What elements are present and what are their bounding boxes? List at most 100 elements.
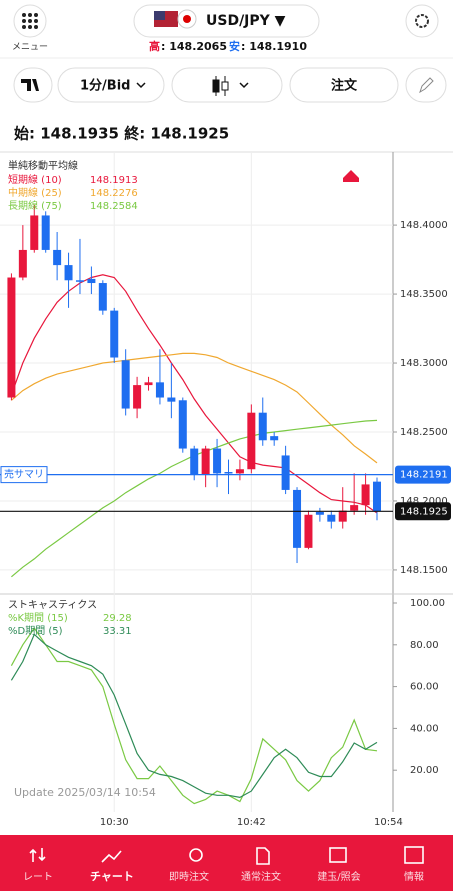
menu-button[interactable] bbox=[13, 4, 47, 38]
candle-body bbox=[338, 510, 347, 522]
nav-label[interactable]: 即時注文 bbox=[169, 870, 209, 883]
legend-name: %D期間 (5) bbox=[8, 625, 63, 637]
tv-logo bbox=[21, 79, 39, 91]
y-tick-label: 148.1500 bbox=[400, 565, 448, 576]
nav-label[interactable]: 建玉/照会 bbox=[317, 870, 360, 883]
sell-summary-tag bbox=[0, 466, 48, 484]
settings-button[interactable] bbox=[405, 4, 439, 38]
high-label: 高 bbox=[149, 39, 160, 53]
x-tick-label: 10:54 bbox=[374, 817, 403, 828]
candle-body bbox=[247, 412, 256, 470]
ma-title: 単純移動平均線 bbox=[8, 159, 78, 172]
legend-value: 29.28 bbox=[103, 613, 132, 624]
pencil-icon bbox=[419, 77, 434, 94]
moving-average bbox=[10, 274, 378, 514]
candle-body bbox=[144, 382, 153, 386]
candle-body bbox=[133, 385, 142, 409]
moving-average bbox=[11, 352, 378, 464]
low-value: : 148.1910 bbox=[241, 40, 307, 53]
sell-summary-label: 売サマリ bbox=[4, 468, 44, 481]
stochastic-line bbox=[10, 633, 378, 799]
flag-jp-sun bbox=[183, 15, 191, 23]
y-tick-label: 60.00 bbox=[410, 682, 439, 693]
nav-labels: レート チャート 即時注文 通常注文 建玉/照会 情報 bbox=[23, 870, 424, 883]
candle-body bbox=[361, 484, 370, 506]
legend-value: 148.2276 bbox=[90, 188, 138, 199]
legend-value: 33.31 bbox=[103, 626, 132, 637]
ohlc-summary: 始: 148.1935 終: 148.1925 bbox=[14, 125, 229, 143]
low-label: 安 bbox=[229, 39, 240, 53]
tv-button[interactable] bbox=[13, 67, 53, 103]
x-tick-label: 10:30 bbox=[100, 817, 129, 828]
current-price-value: 148.1925 bbox=[400, 506, 448, 517]
stochastic-line bbox=[10, 627, 378, 805]
legend-name: 中期線 (25) bbox=[8, 186, 62, 199]
y-tick-label: 148.3500 bbox=[400, 289, 448, 300]
y-tick-label: 148.3000 bbox=[400, 358, 448, 369]
candle-body bbox=[293, 489, 302, 548]
nav-icons bbox=[29, 846, 424, 865]
y-tick-label: 148.2000 bbox=[400, 496, 448, 507]
candle-body bbox=[75, 280, 84, 282]
candle-body bbox=[178, 400, 187, 449]
order-label[interactable]: 注文 bbox=[331, 78, 358, 94]
legend-value: 148.2584 bbox=[90, 201, 138, 212]
gear-icon bbox=[415, 14, 429, 28]
legend-name: %K期間 (15) bbox=[8, 612, 68, 624]
candle-body bbox=[18, 249, 27, 278]
candle-body bbox=[41, 215, 50, 250]
candle-body bbox=[98, 283, 107, 311]
candle-body bbox=[224, 472, 233, 474]
candle-body bbox=[167, 397, 176, 402]
current-price-box bbox=[395, 502, 451, 521]
y-tick-label: 20.00 bbox=[410, 765, 439, 776]
y-tick-label: 80.00 bbox=[410, 640, 439, 651]
interval-button[interactable] bbox=[57, 67, 165, 103]
candle-body bbox=[304, 514, 313, 548]
x-tick-label: 10:42 bbox=[237, 817, 266, 828]
nav-label[interactable]: レート bbox=[23, 872, 53, 883]
stoch-title: ストキャスティクス bbox=[8, 599, 97, 611]
candle-body bbox=[315, 512, 324, 515]
nav-label[interactable]: チャート bbox=[90, 870, 134, 883]
pair-label[interactable]: USD/JPY ▼ bbox=[206, 13, 286, 29]
candle-body bbox=[30, 215, 39, 250]
y-tick-label: 148.4000 bbox=[400, 220, 448, 231]
candle-body bbox=[53, 249, 62, 266]
nav-label[interactable]: 情報 bbox=[404, 870, 424, 883]
candle-body bbox=[190, 448, 199, 475]
nav-label[interactable]: 通常注文 bbox=[241, 870, 281, 883]
candle-body bbox=[270, 436, 279, 441]
y-tick-label: 148.2500 bbox=[400, 427, 448, 438]
candle-body bbox=[155, 382, 164, 398]
alert-icon[interactable] bbox=[343, 170, 359, 182]
candle-body bbox=[121, 360, 130, 409]
candle-body bbox=[235, 469, 244, 474]
order-button[interactable] bbox=[289, 67, 399, 103]
bottom-nav bbox=[0, 835, 453, 891]
candle-body bbox=[87, 278, 96, 284]
interval-caret bbox=[136, 82, 146, 89]
candle-icon bbox=[212, 76, 229, 96]
menu-label: メニュー bbox=[12, 43, 48, 53]
moving-average bbox=[11, 419, 378, 578]
legend-name: 短期線 (10) bbox=[8, 173, 62, 186]
candle-body bbox=[327, 514, 336, 522]
candle-body bbox=[350, 505, 359, 511]
candle-body bbox=[110, 310, 119, 358]
interval-label[interactable]: 1分/Bid bbox=[80, 78, 130, 94]
draw-button[interactable] bbox=[405, 67, 447, 103]
candle-body bbox=[281, 455, 290, 490]
plot: 10:30 10:42 10:54 148.1500 148.2000 148.2500 1… bbox=[0, 152, 451, 828]
legend-value: 148.1913 bbox=[90, 175, 138, 186]
update-time: Update 2025/03/14 10:54 bbox=[14, 786, 156, 799]
legend-name: 長期線 (75) bbox=[8, 199, 62, 212]
chart-type-caret bbox=[239, 82, 249, 89]
candle-body bbox=[373, 481, 382, 512]
candle-body bbox=[7, 277, 16, 398]
y-tick-label: 100.00 bbox=[410, 598, 445, 609]
candle-body bbox=[258, 412, 267, 441]
candle-body bbox=[213, 448, 222, 474]
flag-us-canton bbox=[154, 11, 165, 20]
